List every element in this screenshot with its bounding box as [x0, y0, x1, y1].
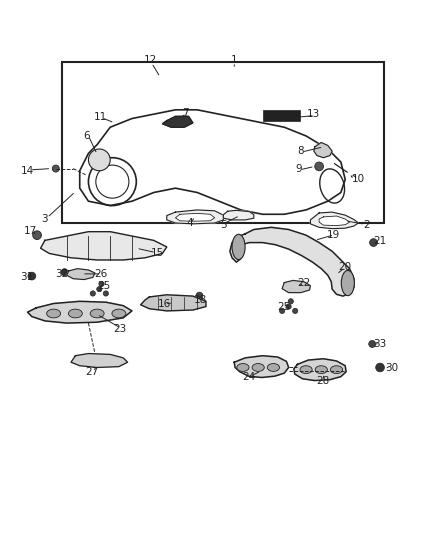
Circle shape: [99, 281, 104, 287]
Polygon shape: [319, 216, 350, 225]
Circle shape: [279, 308, 285, 313]
Circle shape: [376, 363, 385, 372]
Text: 25: 25: [97, 281, 110, 291]
Text: 9: 9: [295, 164, 301, 174]
Text: 10: 10: [352, 174, 365, 183]
Polygon shape: [234, 356, 289, 377]
Polygon shape: [223, 211, 254, 220]
Text: 22: 22: [297, 278, 311, 288]
Text: 32: 32: [55, 269, 68, 279]
Polygon shape: [71, 353, 127, 367]
Text: 16: 16: [158, 300, 171, 309]
Text: 8: 8: [297, 146, 304, 156]
Text: 24: 24: [242, 372, 255, 382]
Polygon shape: [162, 116, 193, 127]
Polygon shape: [282, 280, 311, 293]
Circle shape: [333, 272, 340, 279]
Circle shape: [97, 287, 102, 292]
Text: 3: 3: [42, 214, 48, 224]
Polygon shape: [314, 142, 332, 158]
Circle shape: [315, 162, 323, 171]
Circle shape: [103, 291, 109, 296]
Text: 12: 12: [144, 55, 157, 65]
Text: 33: 33: [374, 338, 387, 349]
Text: 14: 14: [21, 166, 34, 176]
Text: 4: 4: [187, 218, 193, 228]
Circle shape: [28, 272, 36, 280]
Text: 21: 21: [374, 236, 387, 246]
Bar: [262, 110, 300, 120]
Circle shape: [370, 239, 378, 246]
Ellipse shape: [47, 309, 60, 318]
Polygon shape: [311, 212, 358, 229]
Circle shape: [369, 341, 376, 348]
Text: 17: 17: [24, 226, 37, 236]
Polygon shape: [41, 232, 167, 260]
Text: 19: 19: [326, 230, 339, 240]
Ellipse shape: [315, 366, 327, 374]
Polygon shape: [176, 213, 215, 221]
Text: 11: 11: [94, 112, 107, 122]
Ellipse shape: [252, 364, 264, 372]
Circle shape: [61, 269, 68, 276]
Ellipse shape: [112, 309, 126, 318]
Circle shape: [90, 291, 95, 296]
Polygon shape: [67, 269, 95, 279]
Text: 15: 15: [151, 248, 164, 259]
Circle shape: [52, 165, 59, 172]
Ellipse shape: [237, 364, 249, 372]
Ellipse shape: [300, 366, 312, 374]
Polygon shape: [28, 301, 132, 323]
Text: 28: 28: [316, 376, 329, 386]
Text: 13: 13: [307, 109, 321, 119]
Circle shape: [288, 298, 293, 304]
Text: 6: 6: [83, 131, 89, 141]
Ellipse shape: [232, 235, 245, 260]
Text: 23: 23: [113, 324, 127, 334]
Text: 30: 30: [385, 363, 398, 373]
Polygon shape: [141, 295, 206, 311]
Circle shape: [293, 308, 298, 313]
Polygon shape: [294, 359, 346, 381]
Circle shape: [286, 304, 291, 309]
Text: 20: 20: [339, 262, 352, 272]
Circle shape: [33, 231, 42, 239]
Text: 31: 31: [20, 271, 33, 281]
Text: 25: 25: [277, 302, 290, 312]
Text: 2: 2: [363, 220, 369, 230]
Ellipse shape: [68, 309, 82, 318]
Ellipse shape: [90, 309, 104, 318]
Text: 1: 1: [231, 55, 237, 65]
Text: 26: 26: [94, 269, 107, 279]
Circle shape: [88, 149, 110, 171]
Text: 7: 7: [182, 108, 188, 118]
Text: 5: 5: [220, 220, 226, 230]
Ellipse shape: [330, 366, 343, 374]
Polygon shape: [230, 228, 354, 296]
Text: 18: 18: [194, 295, 207, 304]
Polygon shape: [167, 210, 223, 224]
Text: 27: 27: [85, 367, 98, 377]
Ellipse shape: [341, 270, 354, 296]
Ellipse shape: [267, 364, 279, 372]
Circle shape: [196, 292, 203, 299]
